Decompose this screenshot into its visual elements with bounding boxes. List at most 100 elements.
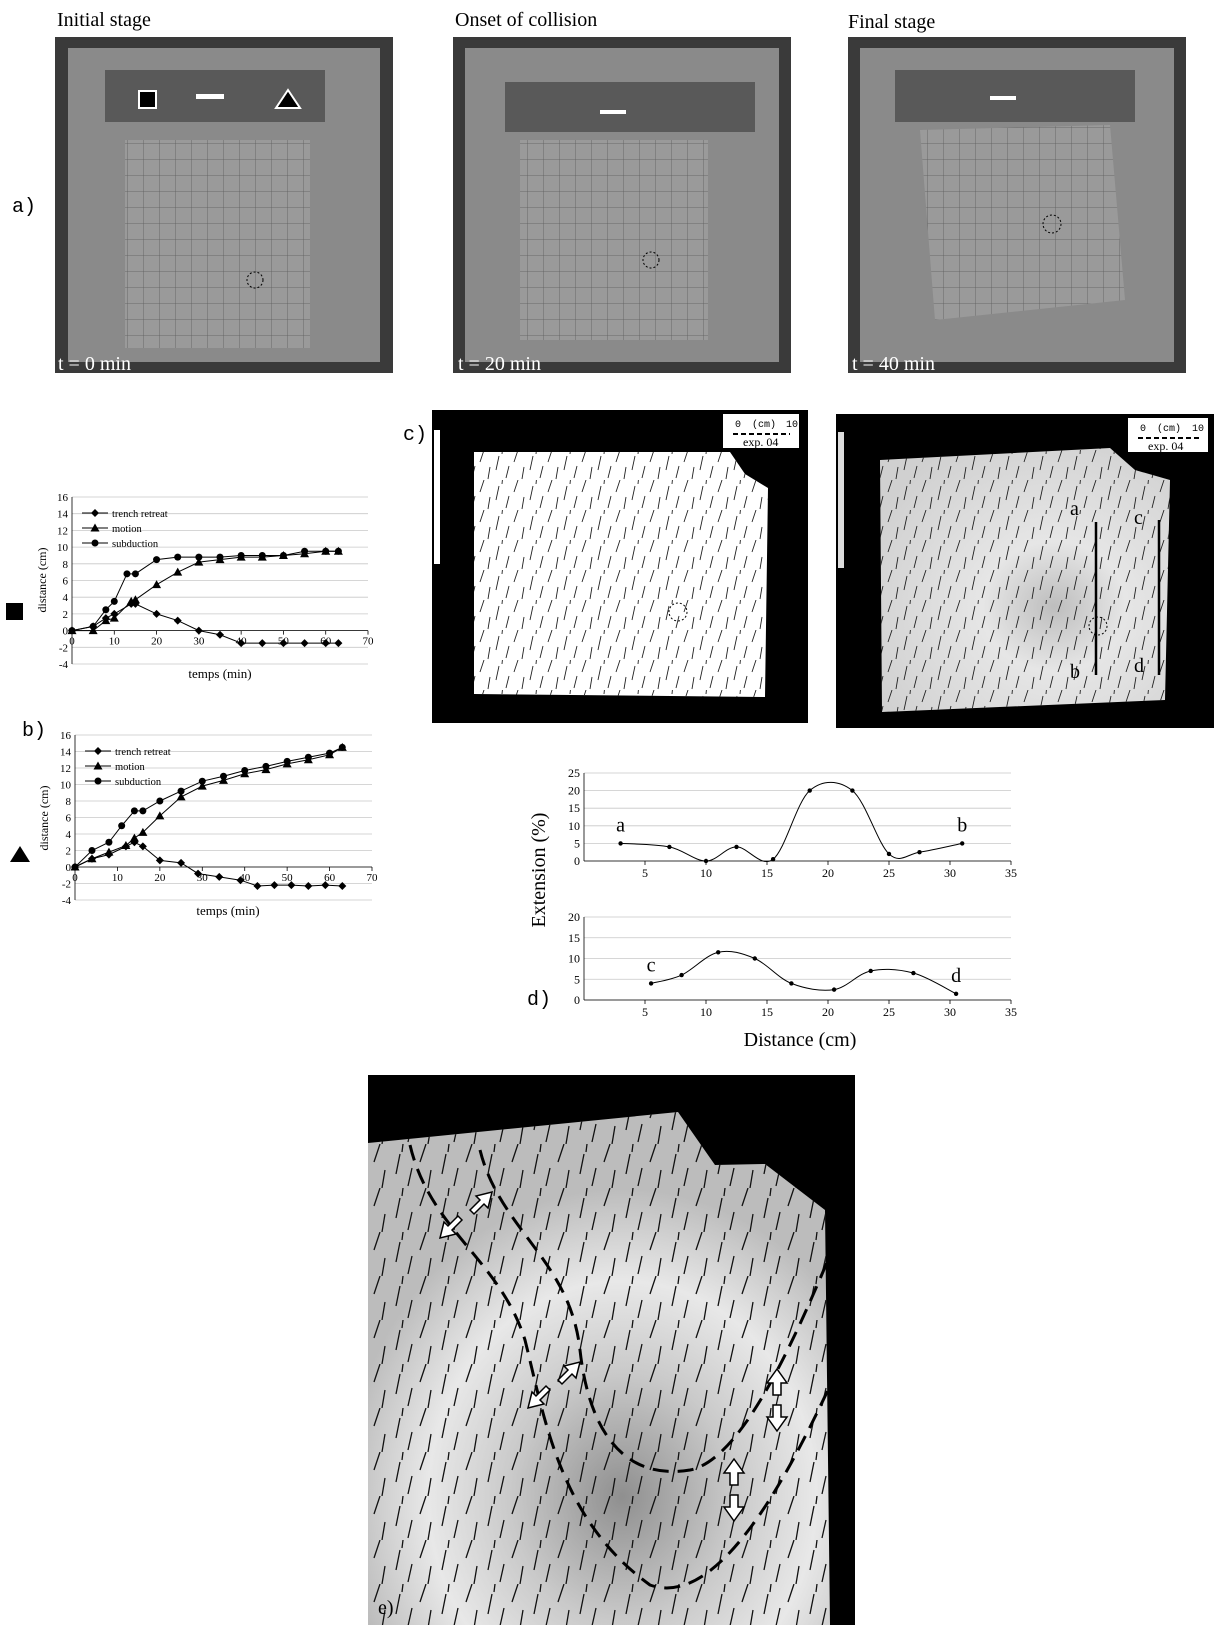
y-tick-label: 12 — [57, 525, 68, 537]
x-tick-label: 40 — [239, 872, 251, 884]
y-tick-label: 4 — [66, 829, 72, 841]
marker — [911, 970, 916, 976]
marker — [155, 856, 164, 865]
panel-label: a) — [12, 196, 36, 219]
x-tick-label: 70 — [367, 872, 379, 884]
x-tick-label: 70 — [363, 636, 375, 648]
legend-label: motion — [112, 524, 143, 535]
marker — [237, 551, 245, 559]
scale-label: 10 — [786, 420, 798, 431]
y-tick-label: 16 — [57, 492, 69, 504]
marker — [89, 622, 97, 630]
marker — [94, 747, 102, 755]
marker — [139, 807, 147, 815]
marker — [667, 844, 672, 850]
time-label: t = 40 min — [852, 353, 935, 375]
annotation: b — [957, 814, 967, 836]
x-tick-label: 15 — [761, 1005, 773, 1019]
marker — [220, 772, 227, 780]
marker — [304, 881, 313, 890]
marker — [716, 950, 721, 955]
y-tick-label: 0 — [66, 862, 72, 874]
x-tick-label: 20 — [151, 636, 163, 648]
x-tick-label: 20 — [154, 872, 166, 884]
marker — [91, 509, 99, 517]
x-tick-label: 0 — [72, 872, 78, 884]
marker — [703, 858, 709, 864]
marker — [156, 797, 164, 805]
y-tick-label: 4 — [63, 592, 69, 604]
x-tick-label: 25 — [883, 866, 895, 880]
x-tick-label: 5 — [642, 1005, 648, 1019]
marker — [960, 841, 965, 846]
profile-label: d — [1134, 655, 1144, 677]
y-axis-label: distance (cm) — [37, 786, 51, 851]
x-tick-label: 35 — [1005, 1005, 1017, 1019]
marker — [752, 956, 757, 961]
marker — [216, 630, 224, 639]
marker — [279, 551, 287, 559]
strain-map-detail — [368, 1075, 855, 1625]
marker — [953, 991, 959, 996]
marker — [110, 597, 118, 605]
legend-label: trench retreat — [112, 509, 168, 520]
x-tick-label: 0 — [69, 636, 75, 648]
y-tick-label: 2 — [66, 846, 72, 858]
marker — [287, 881, 296, 890]
exp-label: exp. 04 — [743, 435, 778, 449]
series-line — [650, 950, 957, 995]
marker — [173, 567, 183, 576]
triangle-marker — [10, 846, 30, 862]
y-tick-label: 20 — [568, 784, 580, 798]
marker — [886, 851, 892, 857]
y-tick-label: 14 — [60, 747, 72, 759]
y-tick-label: -2 — [62, 879, 71, 891]
y-tick-label: 6 — [66, 813, 72, 825]
annotation: c — [647, 954, 656, 976]
strain-map — [836, 414, 1214, 728]
marker — [152, 609, 161, 618]
marker — [219, 775, 228, 784]
marker — [216, 553, 224, 561]
photo — [453, 37, 791, 373]
marker — [321, 881, 330, 890]
legend-label: trench retreat — [115, 747, 171, 758]
x-tick-label: 20 — [822, 866, 834, 880]
panel-label: c) — [403, 424, 427, 447]
panel-label: d) — [527, 989, 551, 1012]
x-tick-label: 30 — [193, 636, 205, 648]
y-tick-label: 14 — [57, 509, 69, 521]
marker — [68, 627, 76, 635]
marker — [121, 841, 131, 850]
marker — [789, 981, 794, 986]
marker — [71, 863, 79, 871]
marker — [194, 869, 203, 878]
marker — [129, 833, 139, 842]
x-axis-label: temps (min) — [188, 666, 251, 681]
y-tick-label: 5 — [574, 972, 580, 986]
marker — [131, 570, 139, 578]
marker — [807, 788, 812, 793]
marker — [138, 842, 147, 851]
marker — [648, 981, 654, 986]
annotation: a — [616, 814, 625, 836]
marker — [194, 557, 204, 566]
x-axis-label: Distance (cm) — [744, 1029, 857, 1051]
x-tick-label: 30 — [197, 872, 209, 884]
marker — [262, 762, 270, 770]
scale-label: 10 — [1192, 424, 1204, 435]
y-tick-label: 16 — [60, 730, 72, 742]
y-tick-label: 6 — [63, 576, 69, 588]
x-tick-label: 35 — [1005, 866, 1017, 880]
marker — [322, 547, 330, 555]
legend-label: subduction — [112, 539, 159, 550]
marker — [283, 757, 291, 765]
stage-title: Final stage — [848, 11, 935, 33]
scale-label: 0 — [1140, 424, 1146, 435]
marker — [326, 749, 334, 757]
marker — [334, 547, 342, 555]
marker — [90, 523, 100, 532]
x-axis-label: temps (min) — [196, 903, 259, 918]
